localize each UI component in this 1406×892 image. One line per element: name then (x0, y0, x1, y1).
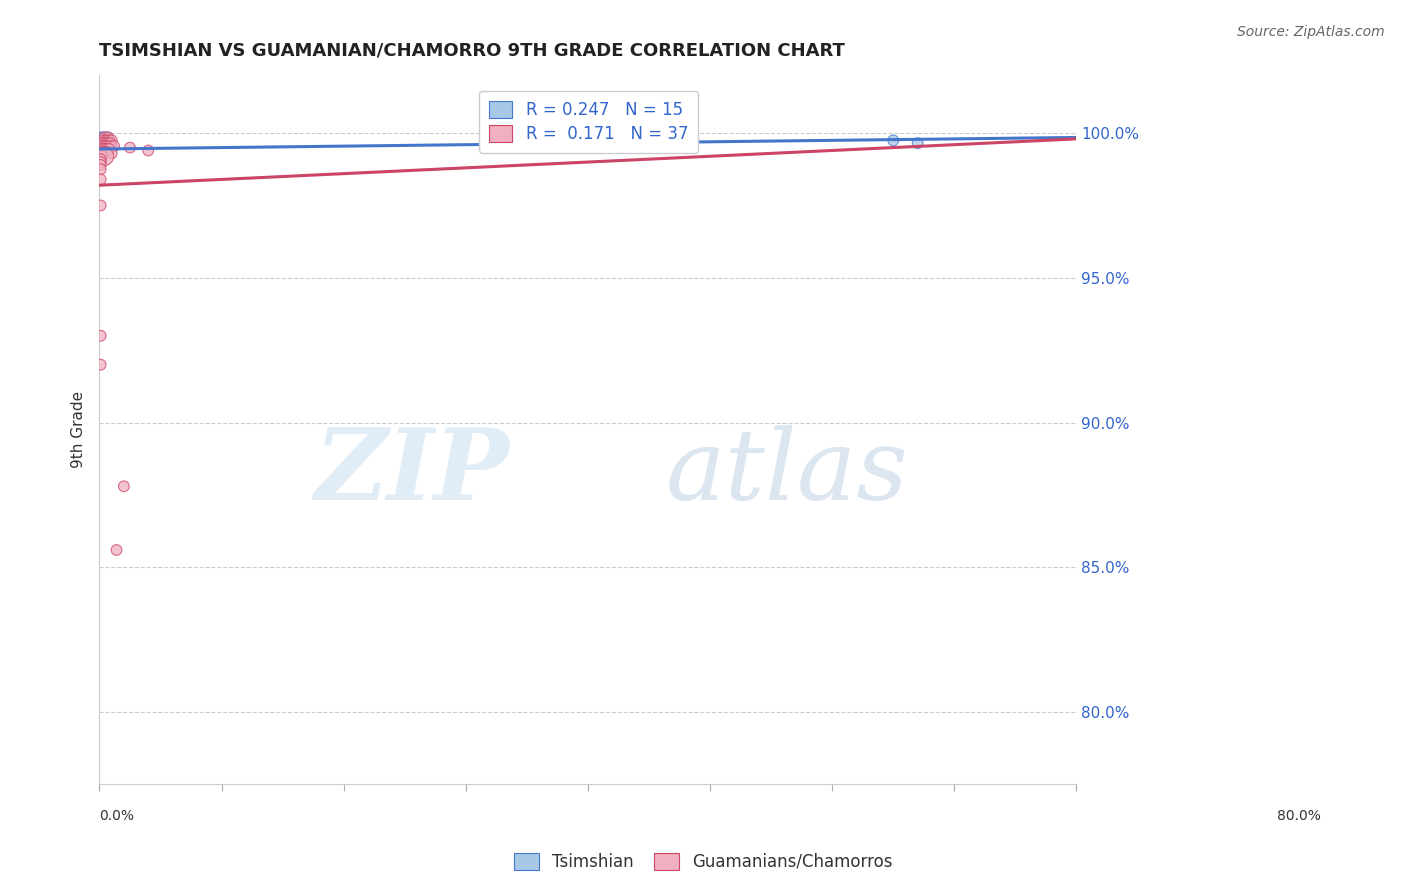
Point (90, 142, 112, 156)
Point (94, 139, 117, 153)
Point (97, 130, 120, 145)
Point (90, 198, 112, 212)
Point (907, 136, 929, 151)
Point (91, 136, 114, 151)
Point (105, 543, 128, 558)
Point (100, 139, 122, 153)
Point (94, 133, 117, 147)
Point (97, 136, 120, 151)
Text: TSIMSHIAN VS GUAMANIAN/CHAMORRO 9TH GRADE CORRELATION CHART: TSIMSHIAN VS GUAMANIAN/CHAMORRO 9TH GRAD… (100, 42, 845, 60)
Point (882, 133, 904, 147)
Text: 80.0%: 80.0% (1277, 809, 1320, 823)
Point (96, 133, 118, 147)
Point (93, 145, 115, 159)
Point (98, 133, 121, 147)
Point (100, 133, 122, 147)
Point (96, 145, 118, 159)
Point (90, 155, 112, 169)
Point (103, 139, 125, 153)
Text: Source: ZipAtlas.com: Source: ZipAtlas.com (1237, 25, 1385, 39)
Point (90, 328, 112, 343)
Point (93, 130, 115, 145)
Point (118, 140, 141, 154)
Legend: Tsimshian, Guamanians/Chamorros: Tsimshian, Guamanians/Chamorros (505, 845, 901, 880)
Point (90, 130, 112, 145)
Point (112, 479, 135, 493)
Point (100, 137, 122, 152)
Point (98, 142, 121, 156)
Point (90, 158, 112, 172)
Point (94, 136, 117, 151)
Point (90, 358, 112, 372)
Point (136, 144, 159, 158)
Point (100, 136, 122, 151)
Legend: R = 0.247   N = 15, R =  0.171   N = 37: R = 0.247 N = 15, R = 0.171 N = 37 (479, 91, 699, 153)
Point (97, 136, 120, 151)
Point (94, 136, 117, 151)
Point (90, 149, 112, 163)
Text: 0.0%: 0.0% (100, 809, 135, 823)
Point (100, 136, 122, 151)
Point (91, 133, 114, 147)
Point (90, 152, 112, 166)
Point (93, 133, 115, 147)
Point (96, 142, 118, 156)
Point (93, 149, 115, 163)
Point (93, 142, 115, 156)
Point (96, 130, 118, 145)
Point (93, 130, 115, 145)
Point (91, 139, 114, 153)
Text: ZIP: ZIP (315, 425, 510, 521)
Text: atlas: atlas (666, 425, 908, 520)
Point (90, 172, 112, 186)
Point (96, 133, 118, 147)
Point (98, 133, 121, 147)
Point (97, 130, 120, 145)
Point (97, 139, 120, 153)
Point (90, 145, 112, 159)
Point (90, 162, 112, 177)
Y-axis label: 9th Grade: 9th Grade (72, 392, 86, 468)
Point (91, 130, 114, 145)
Point (100, 146, 122, 161)
